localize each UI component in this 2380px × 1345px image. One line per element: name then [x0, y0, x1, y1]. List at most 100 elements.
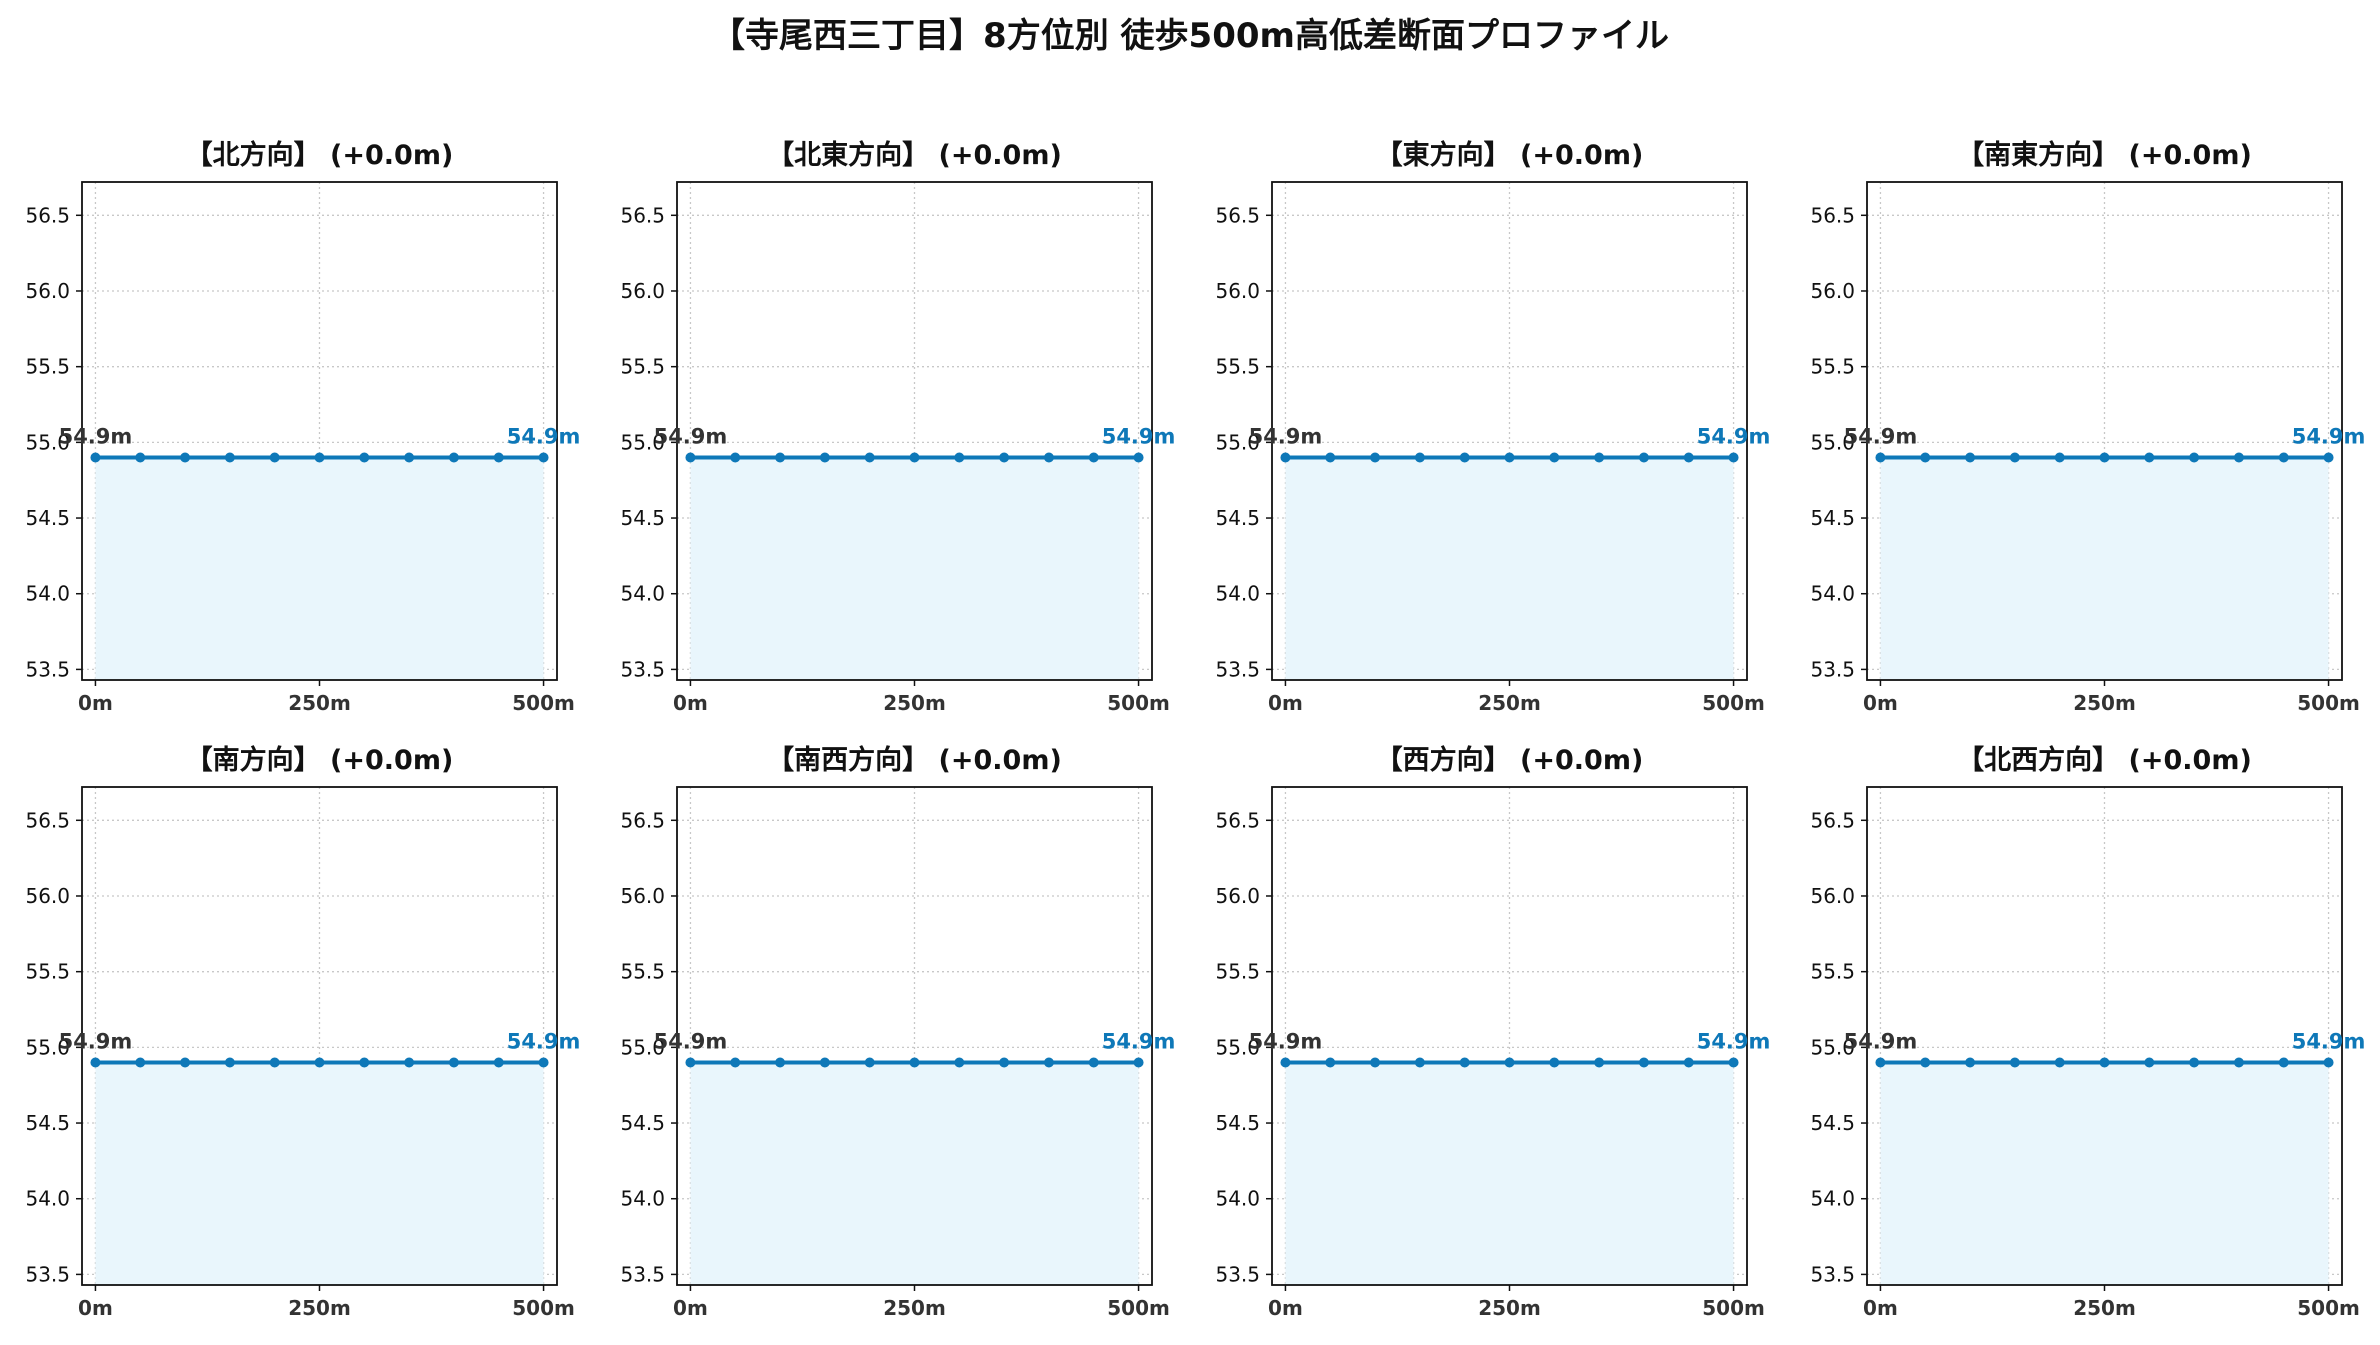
data-point — [954, 1057, 965, 1068]
y-tick-label: 55.0 — [25, 1035, 70, 1059]
y-tick-label: 54.0 — [25, 582, 70, 606]
start-elevation-label: 54.9m — [1844, 1029, 1918, 1053]
data-point — [404, 1057, 415, 1068]
data-point — [1683, 452, 1694, 463]
y-tick-label: 55.0 — [1810, 1035, 1855, 1059]
y-tick-label: 53.5 — [1810, 657, 1855, 681]
data-point — [864, 1057, 875, 1068]
data-point — [909, 452, 920, 463]
data-point — [2278, 1057, 2289, 1068]
data-point — [1088, 1057, 1099, 1068]
start-elevation-label: 54.9m — [1844, 424, 1918, 448]
data-point — [1414, 452, 1425, 463]
y-tick-label: 53.5 — [620, 1262, 665, 1286]
y-tick-label: 56.0 — [1810, 279, 1855, 303]
data-point — [1920, 452, 1931, 463]
data-point — [538, 452, 549, 463]
y-tick-label: 55.5 — [25, 355, 70, 379]
chart-title: 【北西方向】 (+0.0m) — [1957, 744, 2252, 776]
y-tick-label: 54.5 — [1810, 1111, 1855, 1135]
y-tick-label: 55.5 — [1215, 960, 1260, 984]
y-tick-label: 56.0 — [25, 884, 70, 908]
y-tick-label: 55.0 — [620, 430, 665, 454]
data-point — [2144, 452, 2155, 463]
data-point — [1920, 1057, 1931, 1068]
y-tick-label: 56.5 — [1215, 808, 1260, 832]
y-tick-label: 56.0 — [1810, 884, 1855, 908]
y-tick-label: 55.0 — [620, 1035, 665, 1059]
data-point — [1088, 452, 1099, 463]
chart-svg: 【東方向】 (+0.0m) 53.5 54.0 54.5 55.0 55.5 56.0 56.… — [1215, 139, 1771, 715]
data-point — [954, 452, 965, 463]
data-point — [2189, 452, 2200, 463]
data-point — [314, 1057, 325, 1068]
panel-northeast: 【北東方向】 (+0.0m) 53.5 54.0 54.5 55.0 55.5 56.0 56… — [595, 120, 1190, 715]
x-tick-label: 0m — [1268, 691, 1303, 715]
y-tick-label: 53.5 — [1215, 657, 1260, 681]
x-tick-label: 250m — [883, 1296, 946, 1320]
data-point — [90, 452, 101, 463]
y-tick-label: 56.5 — [1810, 203, 1855, 227]
data-point — [1133, 452, 1144, 463]
panel-north: 【北方向】 (+0.0m) 53.5 54.0 54.5 55.0 55.5 56.0 56.… — [0, 120, 595, 715]
y-tick-label: 54.5 — [25, 1111, 70, 1135]
chart-svg: 【南方向】 (+0.0m) 53.5 54.0 54.5 55.0 55.5 56.0 56.… — [25, 744, 580, 1320]
data-point — [1459, 452, 1470, 463]
data-point — [775, 452, 786, 463]
x-tick-label: 250m — [1478, 1296, 1541, 1320]
chart-title: 【南西方向】 (+0.0m) — [767, 744, 1062, 776]
y-tick-label: 54.0 — [620, 582, 665, 606]
elevation-area — [690, 457, 1139, 680]
data-point — [1370, 1057, 1381, 1068]
data-point — [2189, 1057, 2200, 1068]
data-point — [2099, 1057, 2110, 1068]
start-elevation-label: 54.9m — [654, 1029, 728, 1053]
elevation-area — [1285, 457, 1734, 680]
y-tick-label: 56.5 — [1215, 203, 1260, 227]
elevation-area — [1880, 457, 2329, 680]
data-point — [999, 452, 1010, 463]
y-tick-label: 54.0 — [1810, 1187, 1855, 1211]
data-point — [90, 1057, 101, 1068]
x-tick-label: 250m — [1478, 691, 1541, 715]
end-elevation-label: 54.9m — [1102, 424, 1176, 448]
end-elevation-label: 54.9m — [1697, 1029, 1771, 1053]
y-tick-label: 55.5 — [1810, 355, 1855, 379]
data-point — [2323, 452, 2334, 463]
y-tick-label: 53.5 — [25, 1262, 70, 1286]
chart-svg: 【南東方向】 (+0.0m) 53.5 54.0 54.5 55.0 55.5 56.0 56… — [1810, 139, 2366, 715]
data-point — [404, 452, 415, 463]
data-point — [1965, 1057, 1976, 1068]
data-point — [1325, 1057, 1336, 1068]
y-tick-label: 56.5 — [25, 203, 70, 227]
data-point — [314, 452, 325, 463]
chart-svg: 【北東方向】 (+0.0m) 53.5 54.0 54.5 55.0 55.5 56.0 56… — [620, 139, 1176, 715]
data-point — [2233, 452, 2244, 463]
elevation-area — [95, 457, 544, 680]
y-tick-label: 55.0 — [1810, 430, 1855, 454]
y-tick-label: 54.5 — [1215, 506, 1260, 530]
data-point — [1875, 1057, 1886, 1068]
data-point — [1280, 1057, 1291, 1068]
y-tick-label: 53.5 — [620, 657, 665, 681]
x-tick-label: 500m — [1107, 691, 1170, 715]
data-point — [493, 452, 504, 463]
data-point — [2233, 1057, 2244, 1068]
data-point — [1043, 1057, 1054, 1068]
data-point — [1965, 452, 1976, 463]
end-elevation-label: 54.9m — [2292, 1029, 2366, 1053]
y-tick-label: 55.5 — [620, 960, 665, 984]
y-tick-label: 53.5 — [1215, 1262, 1260, 1286]
data-point — [1549, 1057, 1560, 1068]
y-tick-label: 56.5 — [620, 203, 665, 227]
chart-title: 【東方向】 (+0.0m) — [1376, 139, 1644, 171]
elevation-area — [690, 1062, 1139, 1285]
y-tick-label: 54.5 — [620, 1111, 665, 1135]
end-elevation-label: 54.9m — [1697, 424, 1771, 448]
x-tick-label: 0m — [1863, 691, 1898, 715]
x-tick-label: 0m — [1863, 1296, 1898, 1320]
end-elevation-label: 54.9m — [2292, 424, 2366, 448]
y-tick-label: 55.5 — [25, 960, 70, 984]
x-tick-label: 0m — [78, 1296, 113, 1320]
x-tick-label: 500m — [512, 1296, 575, 1320]
